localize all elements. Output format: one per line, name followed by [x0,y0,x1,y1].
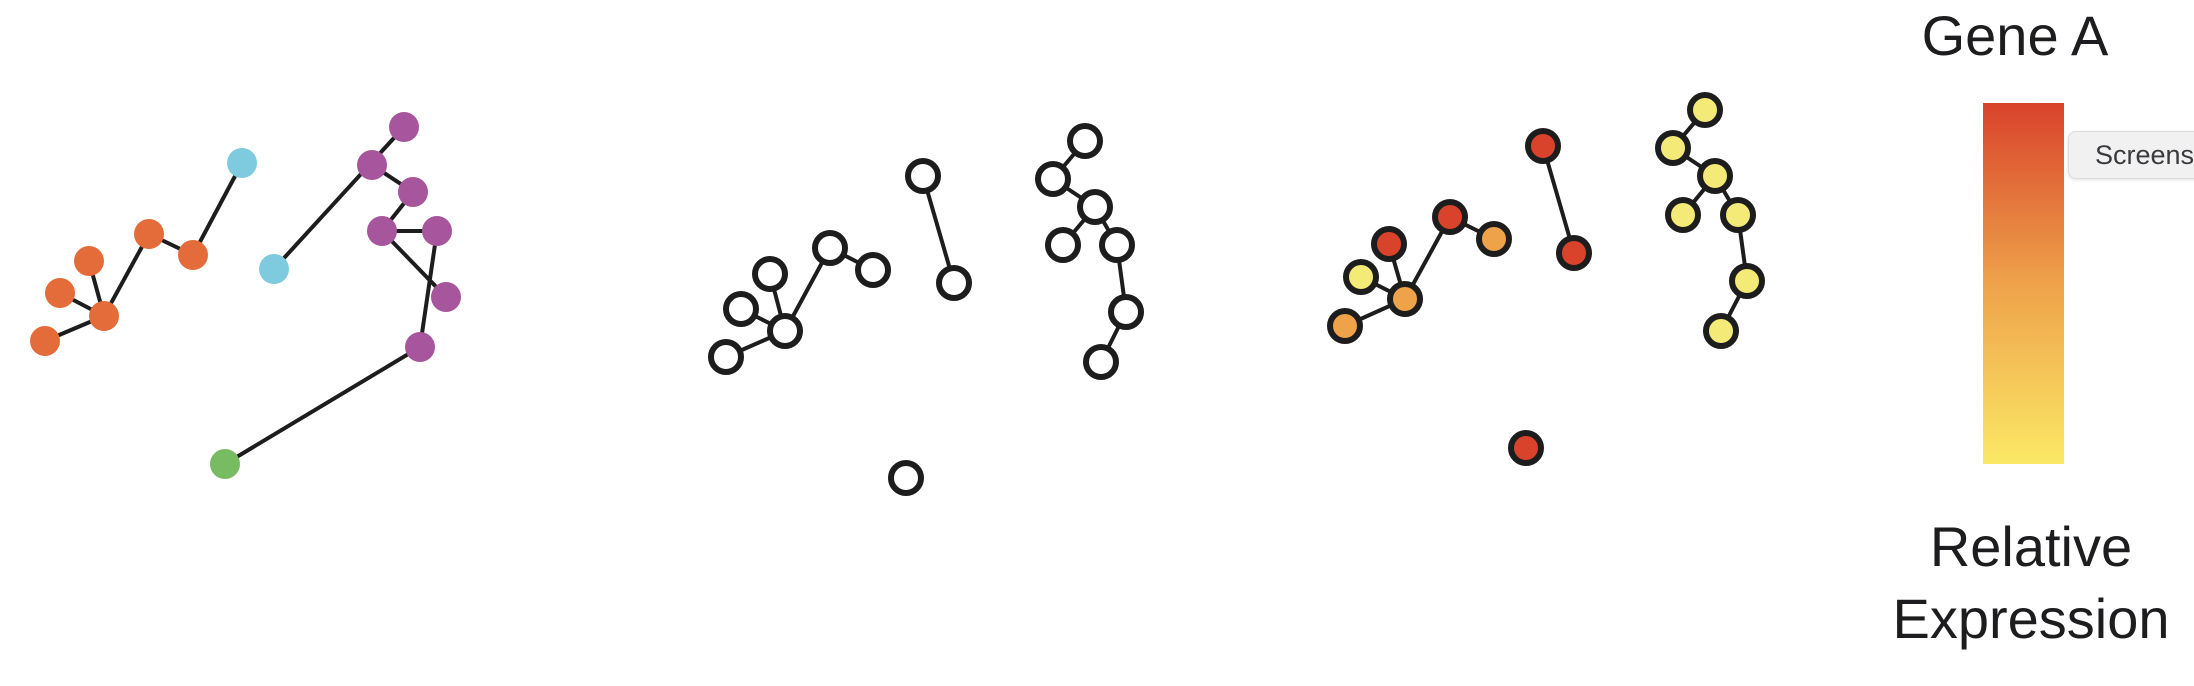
expression-legend: Gene A Relative Expression [1892,4,2169,650]
graph-node [1387,281,1423,317]
graph-node [1476,221,1512,257]
graph-edge [272,125,406,271]
graph-edge [921,175,956,284]
graph-node [708,339,744,375]
graph-node [227,148,257,178]
graph-node [1343,259,1379,295]
graph-edge [380,229,448,299]
graph-node [1371,226,1407,262]
graph-node [367,216,397,246]
graph-node [1327,308,1363,344]
graph-node [357,150,387,180]
unlabeled-graph [708,123,1144,496]
graph-node [767,313,803,349]
expression-graph [1327,92,1765,466]
graph-node [389,112,419,142]
clusters-graph [30,112,461,479]
graph-node [1703,313,1739,349]
screenshot-tooltip[interactable]: Screens [2068,131,2194,179]
graph-node [1655,130,1691,166]
graph-node [723,291,759,327]
graph-edge [418,230,439,348]
graph-edge [223,345,422,466]
graph-node [1099,227,1135,263]
graph-node [855,252,891,288]
graph-node [134,219,164,249]
graph-node [1525,128,1561,164]
graph-node [398,177,428,207]
graph-node [1687,92,1723,128]
graph-node [905,158,941,194]
graph-node [1665,197,1701,233]
legend-title: Gene A [1922,4,2109,67]
legend-caption-line1: Relative [1930,515,2132,578]
graph-node [1083,344,1119,380]
graph-node [210,449,240,479]
graph-node [1729,263,1765,299]
graph-node [888,460,924,496]
tooltip-label: Screens [2095,140,2194,170]
graph-node [431,282,461,312]
graph-node [1035,161,1071,197]
graph-node [1508,430,1544,466]
graph-node [1045,227,1081,263]
graph-node [1432,199,1468,235]
graph-node [1067,123,1103,159]
graph-node [422,216,452,246]
graph-node [812,230,848,266]
graph-node [178,240,208,270]
graph-edge [1541,145,1576,254]
graph-node [259,254,289,284]
graph-node [89,301,119,331]
graph-node [405,332,435,362]
graph-edge [102,233,151,317]
graph-node [936,265,972,301]
graph-node [1556,235,1592,271]
graph-node [1108,294,1144,330]
graph-node [1720,197,1756,233]
graph-node [1697,158,1733,194]
graph-node [74,246,104,276]
graph-node [30,326,60,356]
legend-caption-line2: Expression [1892,587,2169,650]
graph-node [45,278,75,308]
expression-colorbar [1983,103,2064,464]
graph-node [752,256,788,292]
graph-edge [191,162,244,256]
graph-node [1077,189,1113,225]
